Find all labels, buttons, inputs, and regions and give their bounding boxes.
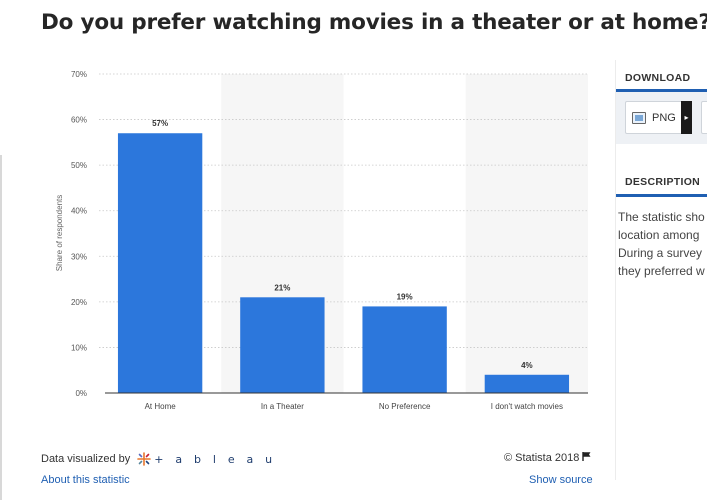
- y-tick-label: 40%: [71, 207, 87, 216]
- y-axis-label: Share of respondents: [55, 195, 64, 272]
- bar-value-label: 19%: [397, 292, 413, 301]
- tableau-logo[interactable]: + a b l e a u: [136, 451, 276, 467]
- x-tick-label: In a Theater: [261, 402, 304, 411]
- bar-value-label: 21%: [274, 283, 290, 292]
- about-statistic-link[interactable]: About this statistic: [41, 474, 130, 486]
- x-tick-label: No Preference: [379, 402, 431, 411]
- tableau-wordmark: + a b l e a u: [154, 452, 277, 466]
- y-tick-label: 10%: [71, 343, 87, 352]
- bar[interactable]: [484, 374, 570, 393]
- description-text: The statistic sho location among During …: [618, 208, 707, 280]
- description-line: The statistic sho: [618, 210, 705, 224]
- y-tick-label: 30%: [71, 252, 87, 261]
- bar-value-label: 57%: [152, 119, 168, 128]
- y-tick-label: 50%: [71, 161, 87, 170]
- data-visualized-by-text: Data visualized by: [41, 453, 131, 465]
- column-band: [465, 74, 588, 393]
- png-label: PNG: [652, 111, 676, 124]
- page-title: Do you prefer watching movies in a theat…: [41, 10, 707, 35]
- x-tick-label: I don't watch movies: [491, 402, 563, 411]
- download-heading-underline: [616, 89, 707, 92]
- bar[interactable]: [117, 133, 203, 393]
- description-line: During a survey: [618, 246, 703, 260]
- y-tick-label: 0%: [75, 389, 87, 398]
- description-heading-underline: [616, 194, 707, 197]
- y-tick-label: 20%: [71, 298, 87, 307]
- left-divider: [0, 155, 2, 500]
- bar[interactable]: [362, 306, 447, 393]
- y-tick-label: 60%: [71, 116, 87, 125]
- copyright: © Statista 2018: [504, 451, 592, 464]
- x-tick-label: At Home: [145, 402, 177, 411]
- description-line: they preferred w: [618, 264, 705, 278]
- image-icon: [632, 111, 646, 124]
- flag-icon[interactable]: [582, 451, 592, 464]
- tableau-cross-icon: [137, 452, 152, 466]
- download-heading: DOWNLOAD: [625, 72, 691, 84]
- show-source-link[interactable]: Show source: [529, 474, 593, 486]
- png-download-button[interactable]: PNG: [625, 101, 691, 134]
- next-download-option-button[interactable]: [701, 101, 707, 134]
- png-dropdown-toggle[interactable]: ▸: [681, 101, 692, 134]
- description-line: location among: [618, 228, 700, 242]
- bar[interactable]: [240, 297, 325, 393]
- caret-right-icon: ▸: [684, 113, 689, 122]
- y-tick-label: 70%: [71, 70, 87, 79]
- tableau-credit: Data visualized by + a b l e a u: [41, 451, 276, 467]
- description-heading: DESCRIPTION: [625, 176, 701, 188]
- bar-value-label: 4%: [521, 361, 533, 370]
- copyright-text: © Statista 2018: [504, 451, 580, 464]
- panel-divider: [615, 60, 616, 480]
